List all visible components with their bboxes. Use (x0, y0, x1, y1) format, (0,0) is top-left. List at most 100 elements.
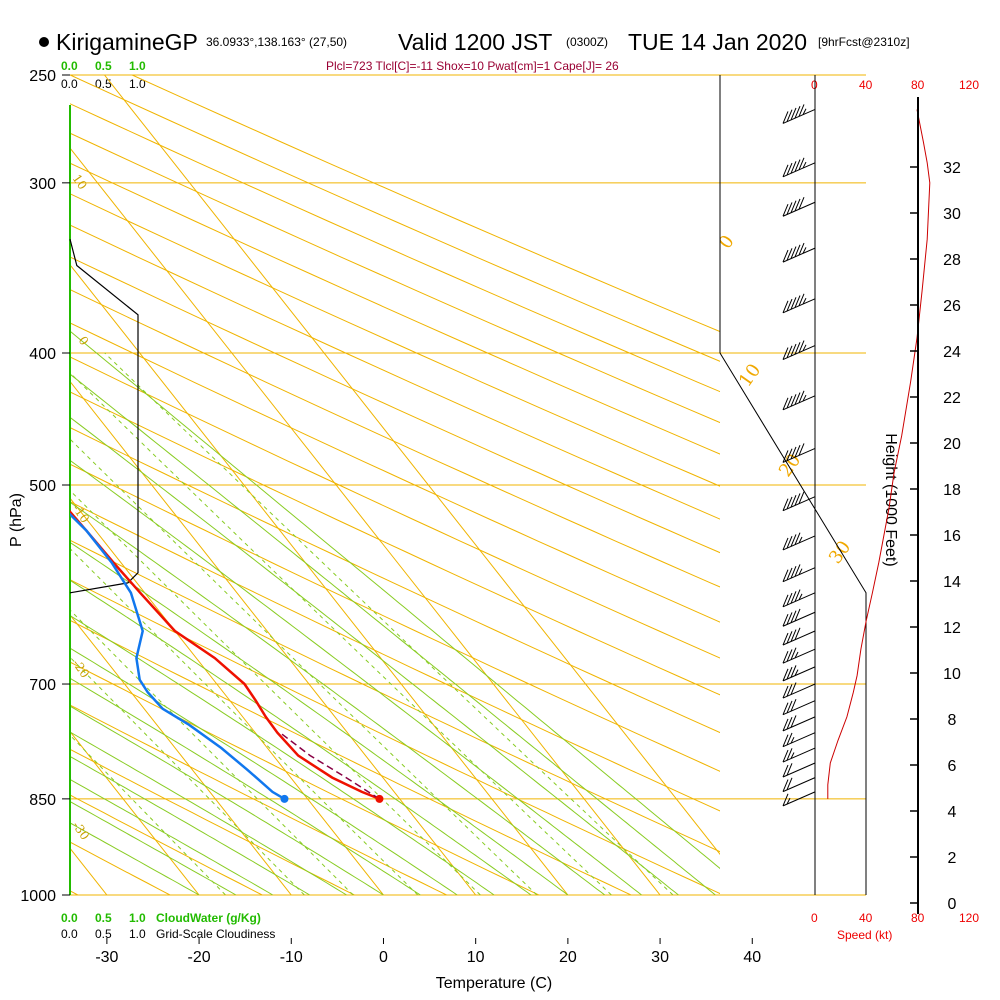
height-tick-18: 18 (943, 482, 961, 499)
cloudwater-scale-b1: 0.5 (95, 911, 112, 925)
dry-adiabat-310 (70, 579, 720, 895)
wind-barb (782, 698, 816, 716)
wind-barb-half-flag (790, 736, 795, 744)
valid-date: TUE 14 Jan 2020 (628, 29, 807, 55)
moist-adiabat-24 (70, 501, 606, 895)
speed-tick-bot-120: 120 (959, 911, 979, 925)
wind-barb-flag (790, 394, 797, 407)
wind-barb-flag (782, 347, 789, 360)
wind-barb-flag (798, 242, 805, 256)
moist-adiabat-32 (70, 416, 679, 895)
wind-barb-flag (794, 198, 801, 212)
temperature-line (70, 509, 380, 801)
dry-adiabat-370 (70, 356, 720, 659)
wind-barb-flag (782, 300, 789, 314)
wind-barb (782, 732, 816, 748)
cloudiness-scale-0: 0.0 (61, 77, 78, 91)
wind-barb-flag (790, 715, 797, 728)
wind-barb-flag (798, 197, 805, 210)
cloudiness-line (69, 239, 139, 594)
wind-barb-flag (782, 204, 789, 217)
moist-adiabat-8 (70, 647, 458, 895)
temp-tick-40: 40 (743, 949, 761, 966)
wind-barb-flag (786, 298, 793, 312)
wind-barb-flag (794, 564, 801, 577)
wind-barb-flag (786, 248, 793, 261)
wind-speed-line (827, 109, 931, 799)
temp-tick-0: 0 (379, 949, 388, 966)
wind-barb-shaft (782, 700, 816, 716)
wind-barb-flag (782, 749, 789, 763)
dry-adiabat-290 (70, 661, 540, 895)
moist-adiabat-16 (70, 579, 532, 895)
wind-barb (782, 293, 816, 314)
mixing-ratio-8 (70, 489, 481, 895)
height-tick-24: 24 (943, 344, 961, 361)
mixing-ratio-label-3: 3 (352, 902, 369, 917)
wind-barb-flag (790, 534, 797, 547)
temp-tick--30: -30 (95, 949, 118, 966)
wind-barb-half-flag (798, 593, 803, 601)
temp-tick-20: 20 (559, 949, 577, 966)
cloudwater-scale-b0: 0.0 (61, 911, 78, 925)
moist-adiabat-label-0: 0 (715, 231, 739, 252)
cloudwater-scale-0: 0.0 (61, 59, 78, 73)
pressure-tick-500: 500 (29, 478, 56, 495)
wind-barb-flag (786, 748, 793, 761)
dry-adiabat-450 (70, 103, 720, 393)
wind-barb-flag (786, 496, 793, 510)
wind-barb-flag (782, 450, 789, 463)
dry-adiabat-420 (70, 193, 720, 487)
wind-barb-flag (790, 647, 797, 660)
wind-barb-flag (782, 764, 789, 778)
wind-barb-half-flag (802, 297, 807, 305)
wind-barb-half-flag (798, 536, 803, 544)
pressure-tick-850: 850 (29, 792, 56, 809)
wind-barb-flag (782, 164, 789, 177)
wind-barb-shaft (782, 648, 816, 664)
isotherm--40 (0, 75, 15, 895)
moist-adiabat-label-30: 30 (825, 537, 855, 568)
thermo-background: 1 2 3 5 8 12 20 (0, 75, 720, 917)
dry-adiabat-300 (70, 619, 632, 895)
moist-adiabat-4 (70, 677, 421, 895)
dry-adiabat-410 (70, 224, 720, 520)
cloudiness-profile (69, 239, 139, 594)
speed-tick-bot-40: 40 (859, 911, 873, 925)
height-tick-12: 12 (943, 620, 961, 637)
wind-barb-flag (790, 629, 797, 642)
cloudiness-scale-b0: 0.0 (61, 927, 78, 941)
wind-barb-flag (798, 443, 805, 456)
wind-barb-flag (794, 244, 801, 258)
wind-barb-half-flag (802, 108, 807, 115)
isotherm-10 (70, 380, 477, 895)
wind-barb-flag (782, 632, 789, 646)
wind-barb-flag (794, 159, 801, 172)
wind-barb-shaft (782, 732, 816, 748)
wind-barb-flag (786, 684, 793, 697)
moist-adiabat--16 (70, 800, 237, 895)
wind-barb (782, 608, 816, 627)
wind-barb-half-flag (798, 568, 803, 575)
wind-barb-flag (786, 732, 793, 746)
wind-barb-flag (782, 651, 789, 664)
wind-barb-half-flag (802, 161, 807, 169)
wind-barb-flag (786, 700, 793, 714)
wind-barb-flag (790, 698, 797, 712)
wind-barb-flag (790, 610, 797, 623)
station-coords: 36.0933°,138.163° (27,50) (206, 35, 347, 49)
wind-barb-flag (786, 536, 793, 549)
dry-adiabat-390 (70, 289, 720, 588)
moist-adiabat--8 (70, 755, 310, 895)
wind-barb-flag (794, 493, 801, 506)
wind-barb-flag (790, 246, 797, 259)
dry-adiabat-440 (70, 132, 720, 424)
pressure-tick-700: 700 (29, 677, 56, 694)
dry-adiabat-label-0: 0 (76, 334, 92, 348)
speed-tick-top-40: 40 (859, 78, 873, 92)
wind-barb (782, 762, 816, 778)
station-bullet (39, 37, 49, 47)
mixing-ratio-12 (70, 438, 538, 895)
wind-barb (782, 443, 816, 463)
